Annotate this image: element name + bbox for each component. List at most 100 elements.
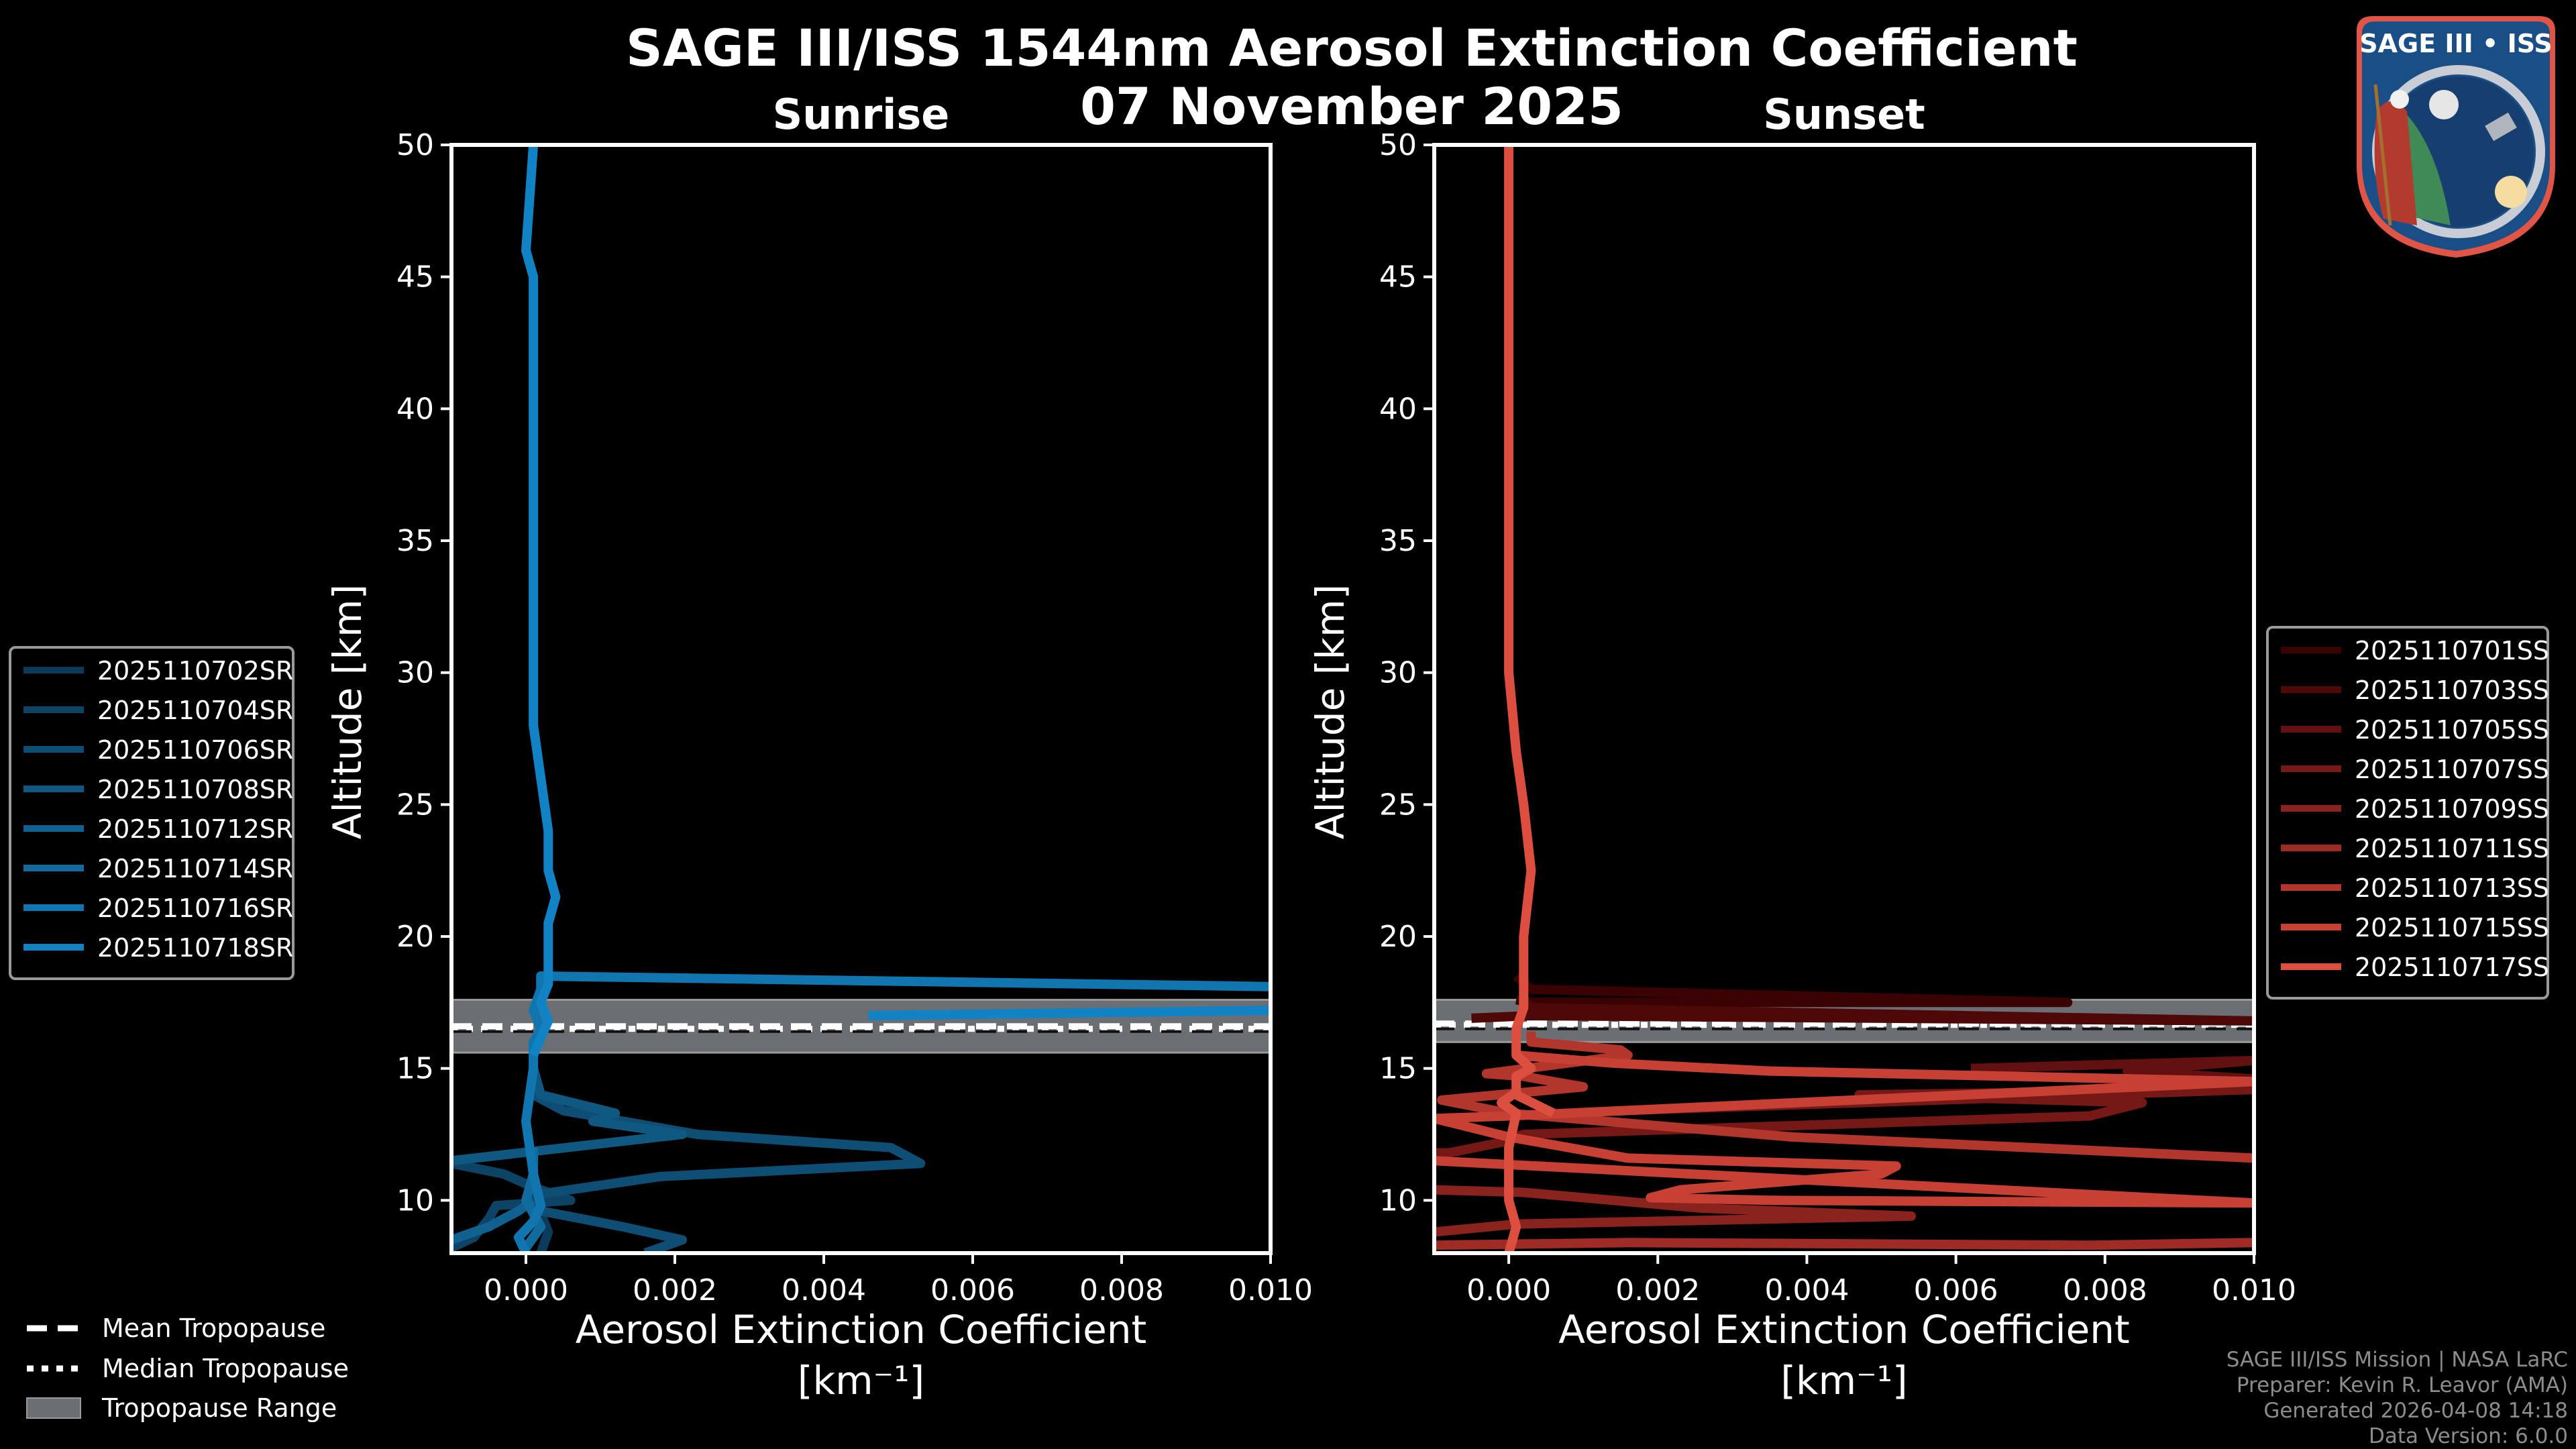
x-tick-label: 0.010 <box>1228 1273 1313 1307</box>
y-tick-label: 25 <box>396 788 434 822</box>
y-tick-label: 30 <box>1379 656 1417 690</box>
tropopause-legend: Mean Tropopause Median Tropopause Tropop… <box>26 1313 349 1423</box>
x-axis-label: Aerosol Extinction Coefficient <box>576 1307 1147 1352</box>
y-tick-label: 20 <box>1379 920 1417 954</box>
legend-item: 2025110711SS <box>2281 834 2549 863</box>
x-tick-label: 0.006 <box>930 1273 1015 1307</box>
legend-item: 2025110717SS <box>2281 953 2549 982</box>
legend-label: 2025110705SS <box>2355 715 2549 745</box>
y-tick-label: 40 <box>1379 392 1417 426</box>
legend-item: 2025110718SR <box>23 933 293 963</box>
tropopause-range-label: Tropopause Range <box>101 1393 337 1423</box>
legend-item: 2025110709SS <box>2281 794 2549 824</box>
credit-generated: Generated 2026-04-08 14:18 <box>2263 1399 2568 1423</box>
credit-mission: SAGE III/ISS Mission | NASA LaRC <box>2226 1348 2568 1372</box>
y-tick-label: 35 <box>1379 524 1417 558</box>
legend-label: 2025110714SR <box>97 854 293 883</box>
legend-label: 2025110702SR <box>97 656 293 686</box>
series-line-2025110711SS <box>1434 1238 2254 1250</box>
x-tick-label: 0.004 <box>782 1273 866 1307</box>
legend-item: 2025110703SS <box>2281 676 2549 705</box>
y-tick-label: 30 <box>396 656 434 690</box>
y-tick-label: 35 <box>396 524 434 558</box>
plot-area <box>451 145 1271 1253</box>
legend-label: 2025110704SR <box>97 696 293 725</box>
sunrise-panel: 10 15 20 25 30 35 40 45 50 0.000 0.002 0.004 0.006 0.… <box>325 90 1313 1403</box>
legend-item: 2025110713SS <box>2281 873 2549 903</box>
legend-item: 2025110716SR <box>23 894 293 923</box>
y-tick-label: 40 <box>396 392 434 426</box>
series-line-2025110717SS-seg <box>1514 1090 1556 1118</box>
series-line-2025110701SS <box>1513 972 2073 1008</box>
panel-title: Sunset <box>1763 90 1925 139</box>
sunrise-legend: 2025110702SR 2025110704SR 2025110706SR 2025… <box>9 646 294 980</box>
legend-item: 2025110701SS <box>2281 636 2549 665</box>
figure-title: SAGE III/ISS 1544nm Aerosol Extinction C… <box>626 18 2078 78</box>
series-line-2025110702SR <box>536 1212 553 1253</box>
x-tick-label: 0.008 <box>2063 1273 2147 1307</box>
x-tick-label: 0.006 <box>1914 1273 1998 1307</box>
legend-label: 2025110716SR <box>97 894 293 923</box>
series-line-2025110708SR <box>451 1067 688 1166</box>
x-axis-unit: [km⁻¹] <box>1780 1358 1907 1403</box>
mean-tropopause-label: Mean Tropopause <box>102 1313 325 1343</box>
legend-item: 2025110715SS <box>2281 913 2549 943</box>
x-tick-label: 0.002 <box>1615 1273 1700 1307</box>
legend-label: 2025110712SR <box>97 814 293 844</box>
sunset-panel: 10 15 20 25 30 35 40 45 50 0.000 0.002 0.004 0.006 0.… <box>1307 90 2296 1403</box>
legend-label: 2025110713SS <box>2355 873 2549 903</box>
x-tick-label: 0.010 <box>2212 1273 2296 1307</box>
credit-data-version: Data Version: 6.0.0 <box>2369 1424 2568 1448</box>
y-tick-label: 10 <box>1379 1183 1417 1218</box>
series-line-2025110715SS <box>1434 1051 2254 1208</box>
x-axis-unit: [km⁻¹] <box>798 1358 924 1403</box>
legend-item: 2025110712SR <box>23 814 293 844</box>
legend-item: 2025110706SR <box>23 735 293 765</box>
y-tick-label: 20 <box>396 920 434 954</box>
legend-label: 2025110718SR <box>97 933 293 963</box>
plot-area <box>1434 145 2254 1253</box>
legend-label: 2025110703SS <box>2355 676 2549 705</box>
series-line-2025110717SS <box>1497 145 1536 1253</box>
legend-label: 2025110706SR <box>97 735 293 765</box>
legend-label: 2025110708SR <box>97 775 293 804</box>
legend-label: 2025110707SS <box>2355 755 2549 784</box>
series-line-2025110718SR <box>521 145 561 1057</box>
legend-item: 2025110704SR <box>23 696 293 725</box>
legend-label: 2025110715SS <box>2355 913 2549 943</box>
legend-item: 2025110705SS <box>2281 715 2549 745</box>
series-line-2025110718SR-seg <box>868 1006 1271 1020</box>
logo-title: SAGE III • ISS <box>2359 29 2553 58</box>
legend-item: 2025110707SS <box>2281 755 2549 784</box>
credit-preparer: Preparer: Kevin R. Leavor (AMA) <box>2237 1373 2568 1397</box>
x-tick-label: 0.000 <box>484 1273 568 1307</box>
legend-frame <box>9 646 294 980</box>
series-line-2025110703SS <box>1471 996 2254 1026</box>
y-tick-label: 25 <box>1379 788 1417 822</box>
axes-frame <box>1432 143 2256 1255</box>
y-tick-label: 15 <box>1379 1052 1417 1086</box>
credits: SAGE III/ISS Mission | NASA LaRC Prepare… <box>2226 1348 2568 1448</box>
legend-item: 2025110708SR <box>23 775 293 804</box>
axes-frame <box>449 143 1273 1255</box>
series-line-2025110713SS <box>1437 1031 2254 1163</box>
legend-item: 2025110714SR <box>23 854 293 883</box>
legend-label: 2025110711SS <box>2355 834 2549 863</box>
legend-label: 2025110701SS <box>2355 636 2549 665</box>
tropopause-range-swatch <box>26 1397 81 1419</box>
series-line-2025110705SS <box>1970 1055 2254 1084</box>
y-tick-label: 45 <box>396 260 434 294</box>
x-tick-label: 0.004 <box>1764 1273 1849 1307</box>
y-tick-label: 15 <box>396 1052 434 1086</box>
x-tick-label: 0.002 <box>633 1273 717 1307</box>
panel-title: Sunrise <box>773 90 950 139</box>
y-axis-label: Altitude [km] <box>325 584 370 839</box>
median-tropopause-label: Median Tropopause <box>102 1354 349 1383</box>
series-line-2025110716SR <box>513 971 1271 1253</box>
x-tick-label: 0.008 <box>1079 1273 1164 1307</box>
y-axis-label: Altitude [km] <box>1307 584 1353 839</box>
figure-date: 07 November 2025 <box>1080 76 1623 136</box>
x-tick-label: 0.000 <box>1466 1273 1551 1307</box>
legend-label: 2025110709SS <box>2355 794 2549 824</box>
